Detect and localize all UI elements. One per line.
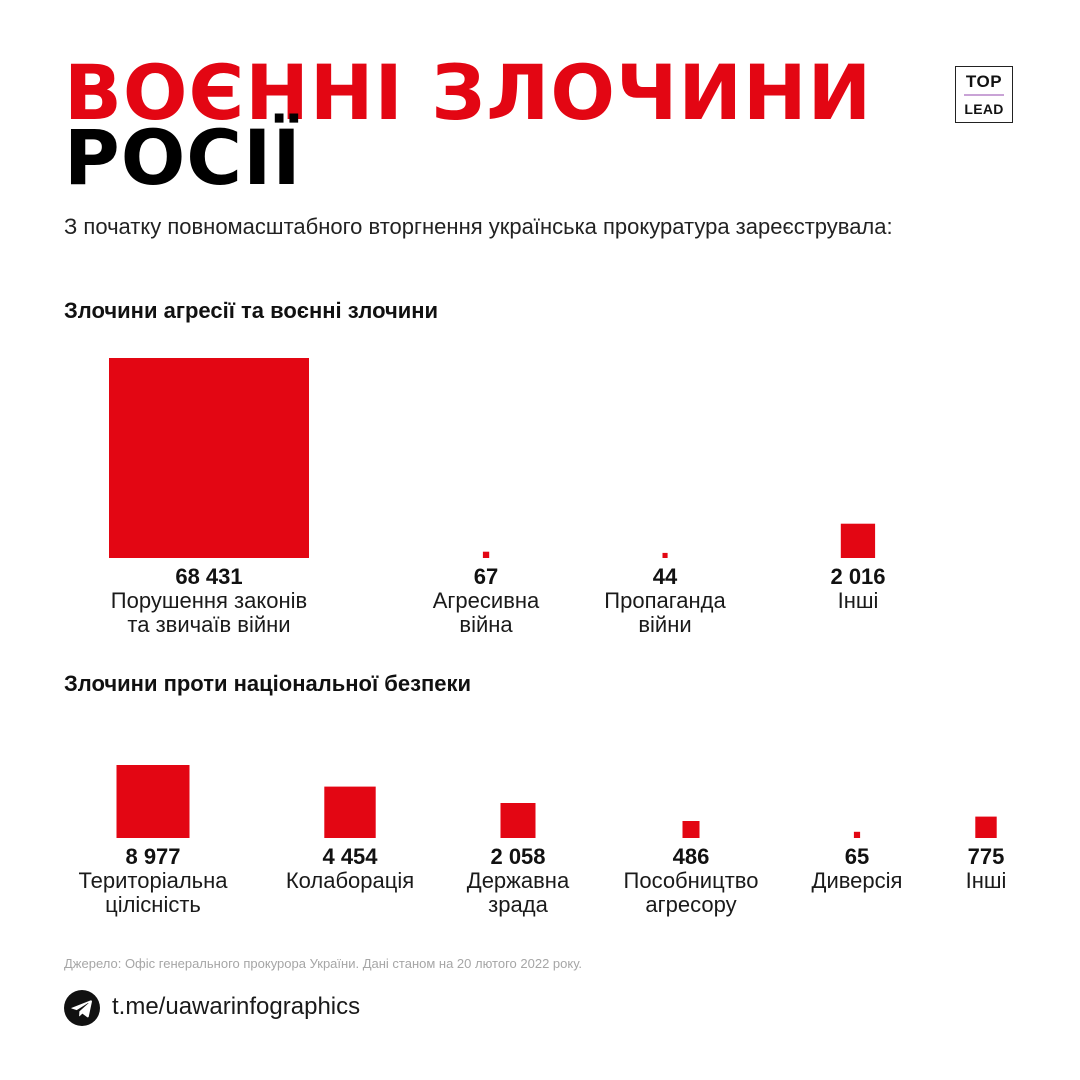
value-square — [116, 765, 190, 838]
category-label: Колаборація — [286, 868, 414, 893]
value-square — [500, 803, 536, 838]
value-square — [482, 551, 490, 558]
category-label: Пропаганда — [604, 588, 726, 613]
category-label: Інші — [966, 868, 1007, 893]
value-square — [682, 821, 700, 838]
category-label: Диверсія — [812, 868, 903, 893]
category-label: війни — [638, 612, 691, 637]
category-label: зрада — [488, 892, 548, 917]
value-label: 2 016 — [830, 564, 885, 589]
telegram-link[interactable]: t.me/uawarinfographics — [112, 993, 361, 1020]
category-label: та звичаїв війни — [127, 612, 290, 637]
value-square — [853, 831, 861, 838]
value-label: 2 058 — [490, 844, 545, 869]
category-label: війна — [459, 612, 513, 637]
category-label: Державна — [467, 868, 570, 893]
value-square — [975, 816, 997, 838]
value-label: 8 977 — [125, 844, 180, 869]
top-lead-logo: TOP LEAD — [955, 66, 1013, 123]
section-title-national-security: Злочини проти національної безпеки — [64, 671, 472, 696]
logo-divider — [964, 94, 1004, 96]
telegram-icon — [64, 990, 100, 1026]
value-label: 486 — [673, 844, 710, 869]
value-label: 68 431 — [175, 564, 242, 589]
category-label: Інші — [838, 588, 879, 613]
value-label: 4 454 — [322, 844, 378, 869]
intro-text: З початку повномасштабного вторгнення ук… — [64, 214, 893, 239]
title-line-2: РОСІЇ — [64, 113, 302, 202]
logo-bottom-text: LEAD — [964, 101, 1004, 117]
value-square — [324, 786, 376, 838]
category-label: Агресивна — [433, 588, 540, 613]
value-square — [109, 358, 309, 558]
category-label: Територіальна — [78, 868, 228, 893]
value-label: 65 — [845, 844, 869, 869]
value-label: 44 — [653, 564, 678, 589]
title-line-1: ВОЄННІ ЗЛОЧИНИ — [64, 48, 873, 137]
category-label: агресору — [645, 892, 736, 917]
value-label: 67 — [474, 564, 498, 589]
logo-top-text: TOP — [965, 72, 1003, 91]
source-note: Джерело: Офіс генерального прокурора Укр… — [64, 956, 583, 971]
category-label: цілісність — [105, 892, 201, 917]
value-label: 775 — [968, 844, 1005, 869]
section-title-aggression: Злочини агресії та воєнні злочини — [64, 298, 439, 323]
category-label: Пособництво — [624, 868, 759, 893]
value-square — [840, 523, 876, 558]
value-square — [662, 552, 668, 558]
category-label: Порушення законів — [111, 588, 307, 613]
